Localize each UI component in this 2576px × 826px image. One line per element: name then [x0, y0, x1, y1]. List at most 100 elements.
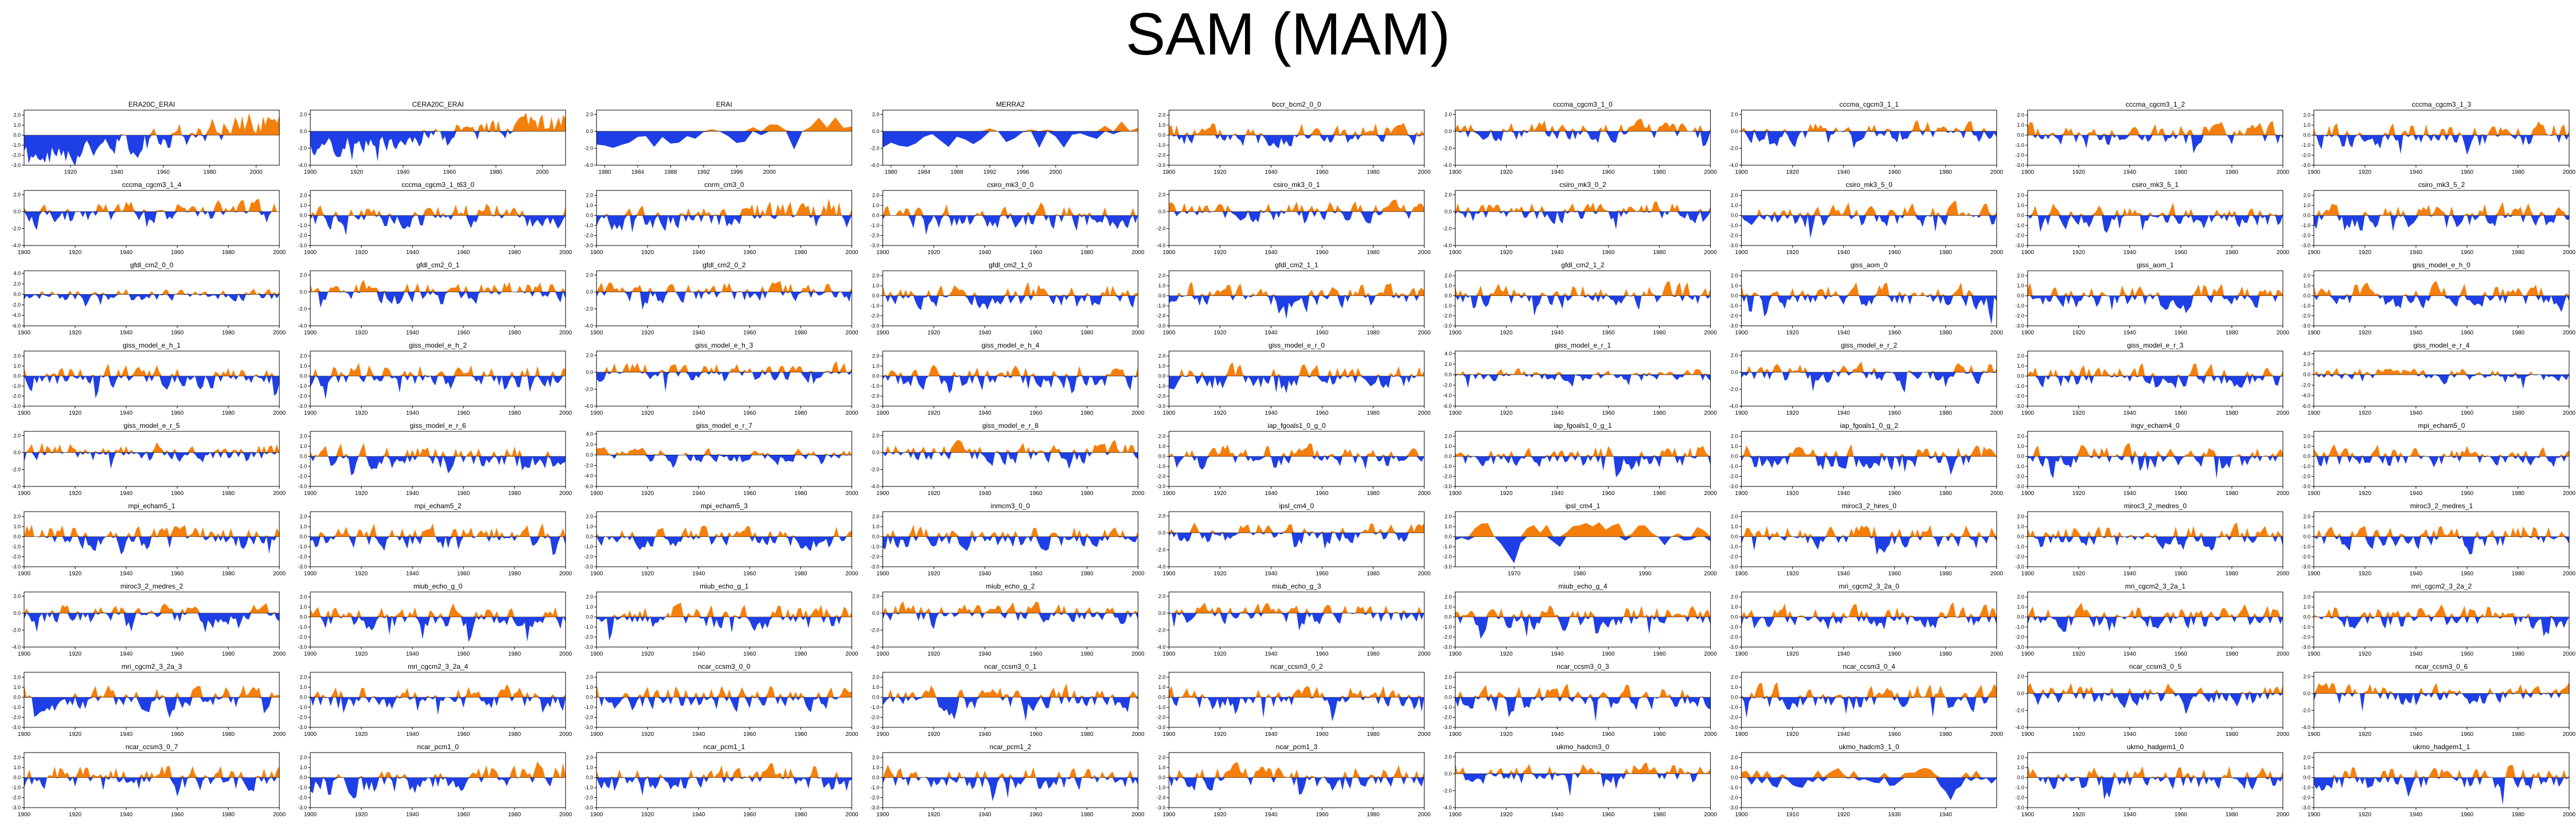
y-tick-label: -3.0	[2015, 403, 2024, 409]
y-tick-label: 0.0	[586, 289, 594, 295]
x-tick-label: 1980	[2512, 812, 2525, 818]
y-tick-label: -3.0	[2301, 162, 2310, 168]
panel-ERAI: ERAI 1980 1984 1988 1992 1996 2000 2.0 0.0 -2.0 -4…	[584, 100, 852, 176]
x-tick-label: 1940	[2124, 330, 2137, 336]
y-tick-label: 1.0	[2303, 283, 2310, 289]
x-tick-label: 1940	[2124, 571, 2137, 577]
x-tick-label: 1960	[743, 330, 756, 336]
x-tick-label: 1940	[692, 250, 705, 256]
y-tick-label: -1.0	[2015, 785, 2024, 790]
x-tick-label: 1960	[1888, 651, 1902, 657]
y-tick-label: 2.0	[300, 675, 307, 680]
y-tick-label: -2.0	[11, 153, 21, 158]
negative-area	[2313, 295, 2569, 313]
y-tick-label: -1.0	[2015, 383, 2024, 389]
x-tick-label: 1940	[1837, 169, 1851, 176]
x-tick-label: 1900	[18, 490, 31, 497]
x-tick-label: 1940	[1264, 571, 1278, 577]
plot-frame	[310, 672, 566, 728]
x-tick-label: 1900	[876, 812, 889, 818]
y-tick-label: 4.0	[1445, 351, 1452, 357]
panel-ncar_pcm1_1: ncar_pcm1_1 1900 1920 1940 1960 1980 2000 2.0 1.…	[584, 743, 858, 818]
x-tick-label: 1900	[1162, 410, 1176, 416]
y-tick-label: 0.0	[1158, 610, 1166, 616]
y-tick-label: 0.0	[13, 610, 21, 616]
x-tick-label: 1940	[2124, 731, 2137, 738]
y-tick-label: -3.0	[584, 805, 594, 811]
plot-frame	[310, 350, 566, 407]
y-tick-label: 2.0	[300, 353, 307, 359]
y-tick-label: 0.0	[2303, 614, 2310, 620]
y-tick-label: 2.0	[2017, 434, 2024, 439]
x-tick-label: 1940	[692, 490, 705, 497]
x-tick-label: 2000	[559, 651, 572, 657]
x-tick-label: 1900	[304, 571, 317, 577]
plot-frame	[1168, 431, 1425, 487]
y-tick-label: 1.0	[1158, 283, 1166, 289]
positive-area	[1455, 522, 1711, 537]
y-tick-label: 2.0	[2017, 112, 2024, 118]
x-tick-label: 1980	[2226, 330, 2239, 336]
x-tick-label: 1920	[1213, 410, 1227, 416]
x-tick-label: 1960	[457, 410, 470, 416]
x-tick-label: 1960	[2175, 490, 2188, 497]
negative-area	[883, 452, 1138, 469]
x-tick-label: 1960	[171, 250, 184, 256]
plot-frame	[2313, 270, 2570, 326]
y-tick-label: 0.0	[2017, 133, 2024, 138]
panel-cccma_cgcm3_1_0: cccma_cgcm3_1_0 1900 1920 1940 1960 1980 2000 2…	[1443, 100, 1717, 176]
plot-frame	[2027, 511, 2284, 567]
panel-giss_model_e_r_2: giss_model_e_r_2 1900 1920 1940 1960 1980 2000…	[1729, 341, 2003, 416]
panel-title: gfdl_cm2_0_0	[130, 261, 174, 269]
x-tick-label: 1940	[120, 812, 133, 818]
y-tick-label: 1.0	[872, 202, 880, 208]
x-tick-label: 1980	[222, 571, 235, 577]
negative-area	[1741, 697, 1997, 718]
x-tick-label: 1900	[590, 571, 603, 577]
x-tick-label: 1980	[794, 410, 807, 416]
negative-area	[1455, 697, 1711, 722]
panel-ukmo_hadgem1_1: ukmo_hadgem1_1 1900 1920 1940 1960 1980 2000 2.…	[2301, 743, 2575, 818]
x-tick-label: 1920	[2359, 571, 2372, 577]
x-tick-label: 1980	[1653, 731, 1666, 738]
x-tick-label: 1980	[508, 731, 521, 738]
panel-title: iap_fgoals1_0_g_1	[1554, 422, 1612, 430]
panel-mri_cgcm2_3_2a_3: mri_cgcm2_3_2a_3 1900 1920 1940 1960 1980 2000…	[11, 663, 286, 738]
y-tick-label: -1.0	[2015, 624, 2024, 630]
y-tick-label: -4.0	[871, 162, 880, 168]
y-tick-label: 2.0	[872, 193, 880, 198]
x-tick-label: 1920	[641, 250, 654, 256]
panel-title: mpi_echam5_2	[415, 502, 462, 510]
negative-area	[2027, 295, 2283, 313]
x-tick-label: 1960	[1029, 410, 1043, 416]
panel-ncar_pcm1_0: ncar_pcm1_0 1900 1920 1940 1960 1980 2000 2.0 1.…	[298, 743, 572, 818]
x-tick-label: 1940	[406, 490, 419, 497]
y-tick-label: -3.0	[11, 162, 21, 168]
x-tick-label: 1960	[457, 651, 470, 657]
x-tick-label: 1900	[1735, 410, 1748, 416]
panel-title: ncar_ccsm3_0_7	[126, 743, 178, 751]
x-tick-label: 2000	[559, 490, 572, 497]
panel-title: giss_model_e_r_6	[410, 422, 466, 430]
x-tick-label: 1940	[1837, 250, 1851, 256]
positive-area	[883, 439, 1138, 453]
negative-area	[2027, 135, 2283, 154]
y-tick-label: 4.0	[586, 431, 594, 437]
panel-title: mri_cgcm2_3_2a_1	[2125, 582, 2186, 590]
x-tick-label: 1900	[18, 651, 31, 657]
x-tick-label: 1920	[69, 731, 82, 738]
y-tick-label: -4.0	[584, 162, 594, 168]
y-tick-label: -1.0	[2015, 303, 2024, 309]
x-tick-label: 1900	[2021, 410, 2035, 416]
x-tick-label: 2000	[1990, 490, 2004, 497]
x-tick-label: 1940	[2410, 490, 2423, 497]
y-tick-label: -3.0	[1157, 484, 1166, 489]
x-tick-label: 1960	[1602, 812, 1615, 818]
plot-frame	[24, 431, 280, 487]
negative-area	[1169, 532, 1424, 549]
x-tick-label: 1920	[927, 490, 940, 497]
y-tick-label: 2.0	[2017, 755, 2024, 761]
plot-frame	[24, 270, 280, 326]
plot-frame	[1741, 752, 1997, 808]
y-tick-label: -3.0	[2015, 805, 2024, 811]
